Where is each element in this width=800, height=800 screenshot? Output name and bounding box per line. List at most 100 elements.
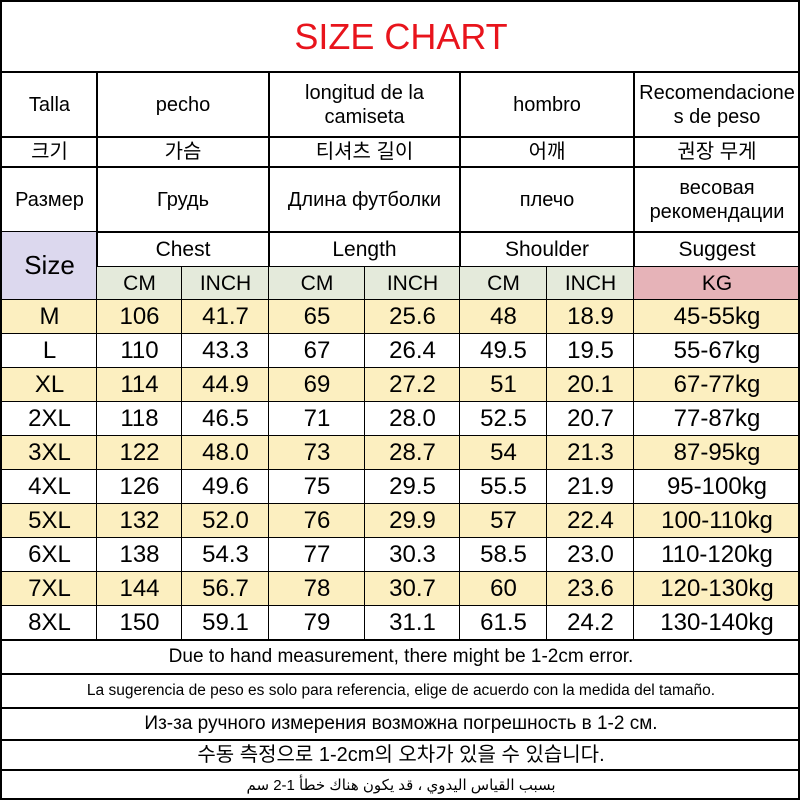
measure-cell: 23.0	[546, 537, 635, 573]
measure-cell: 54	[459, 435, 548, 471]
measure-cell: 60	[459, 571, 548, 607]
header-cell: hombro	[459, 71, 635, 138]
measure-cell: 73	[268, 435, 366, 471]
measure-cell: 114	[96, 367, 183, 403]
size-cell: 8XL	[2, 605, 98, 641]
measure-cell: 55.5	[459, 469, 548, 505]
header-cell: longitud de la camiseta	[268, 71, 461, 138]
measure-cell: 130-140kg	[633, 605, 798, 641]
header-cell: Размер	[2, 166, 98, 233]
measure-cell: 69	[268, 367, 366, 403]
header-cell: плечо	[459, 166, 635, 233]
measure-cell: 48	[459, 299, 548, 335]
note: بسبب القياس اليدوي ، قد يكون هناك خطأ 1-…	[2, 769, 798, 798]
measure-cell: 18.9	[546, 299, 635, 335]
measure-cell: 95-100kg	[633, 469, 798, 505]
measure-cell: 59.1	[181, 605, 270, 641]
measure-cell: 52.5	[459, 401, 548, 437]
measure-cell: 29.5	[364, 469, 461, 505]
size-cell: 3XL	[2, 435, 98, 471]
note: Из-за ручного измерения возможна погрешн…	[2, 707, 798, 741]
note: Due to hand measurement, there might be …	[2, 639, 798, 675]
measure-cell: 78	[268, 571, 366, 607]
size-cell: L	[2, 333, 98, 369]
measure-cell: 122	[96, 435, 183, 471]
measure-cell: 144	[96, 571, 183, 607]
unit-header: KG	[633, 266, 798, 301]
size-cell: 7XL	[2, 571, 98, 607]
measure-cell: 106	[96, 299, 183, 335]
measure-cell: 23.6	[546, 571, 635, 607]
group-header: Length	[268, 231, 461, 268]
measure-cell: 49.6	[181, 469, 270, 505]
measure-cell: 76	[268, 503, 366, 539]
measure-cell: 51	[459, 367, 548, 403]
unit-header: CM	[459, 266, 548, 301]
note: 수동 측정으로 1-2cm의 오차가 있을 수 있습니다.	[2, 739, 798, 771]
measure-cell: 150	[96, 605, 183, 641]
measure-cell: 30.7	[364, 571, 461, 607]
measure-cell: 61.5	[459, 605, 548, 641]
measure-cell: 49.5	[459, 333, 548, 369]
measure-cell: 65	[268, 299, 366, 335]
unit-header: INCH	[181, 266, 270, 301]
measure-cell: 28.0	[364, 401, 461, 437]
measure-cell: 56.7	[181, 571, 270, 607]
group-header: Chest	[96, 231, 270, 268]
measure-cell: 26.4	[364, 333, 461, 369]
size-cell: 4XL	[2, 469, 98, 505]
header-cell: 가슴	[96, 136, 270, 168]
measure-cell: 45-55kg	[633, 299, 798, 335]
unit-header: CM	[96, 266, 183, 301]
measure-cell: 29.9	[364, 503, 461, 539]
measure-cell: 48.0	[181, 435, 270, 471]
measure-cell: 21.9	[546, 469, 635, 505]
measure-cell: 55-67kg	[633, 333, 798, 369]
measure-cell: 57	[459, 503, 548, 539]
measure-cell: 77	[268, 537, 366, 573]
measure-cell: 132	[96, 503, 183, 539]
measure-cell: 24.2	[546, 605, 635, 641]
measure-cell: 27.2	[364, 367, 461, 403]
header-cell: 어깨	[459, 136, 635, 168]
measure-cell: 54.3	[181, 537, 270, 573]
measure-cell: 126	[96, 469, 183, 505]
note: La sugerencia de peso es solo para refer…	[2, 673, 798, 709]
measure-cell: 138	[96, 537, 183, 573]
header-cell: 권장 무게	[633, 136, 798, 168]
measure-cell: 87-95kg	[633, 435, 798, 471]
header-cell: 티셔츠 길이	[268, 136, 461, 168]
measure-cell: 25.6	[364, 299, 461, 335]
measure-cell: 44.9	[181, 367, 270, 403]
group-header: Suggest	[633, 231, 798, 268]
measure-cell: 71	[268, 401, 366, 437]
measure-cell: 67	[268, 333, 366, 369]
size-cell: XL	[2, 367, 98, 403]
measure-cell: 110-120kg	[633, 537, 798, 573]
group-header: Shoulder	[459, 231, 635, 268]
header-cell: pecho	[96, 71, 270, 138]
unit-header: CM	[268, 266, 366, 301]
measure-cell: 22.4	[546, 503, 635, 539]
measure-cell: 31.1	[364, 605, 461, 641]
measure-cell: 43.3	[181, 333, 270, 369]
measure-cell: 52.0	[181, 503, 270, 539]
measure-cell: 41.7	[181, 299, 270, 335]
measure-cell: 20.1	[546, 367, 635, 403]
header-cell: 크기	[2, 136, 98, 168]
measure-cell: 21.3	[546, 435, 635, 471]
size-cell: M	[2, 299, 98, 335]
measure-cell: 58.5	[459, 537, 548, 573]
measure-cell: 75	[268, 469, 366, 505]
header-cell: Talla	[2, 71, 98, 138]
measure-cell: 19.5	[546, 333, 635, 369]
size-cell: 5XL	[2, 503, 98, 539]
measure-cell: 118	[96, 401, 183, 437]
header-cell: весовая рекомендации	[633, 166, 798, 233]
measure-cell: 77-87kg	[633, 401, 798, 437]
size-label: Size	[2, 231, 98, 301]
unit-header: INCH	[364, 266, 461, 301]
measure-cell: 28.7	[364, 435, 461, 471]
header-cell: Длина футболки	[268, 166, 461, 233]
